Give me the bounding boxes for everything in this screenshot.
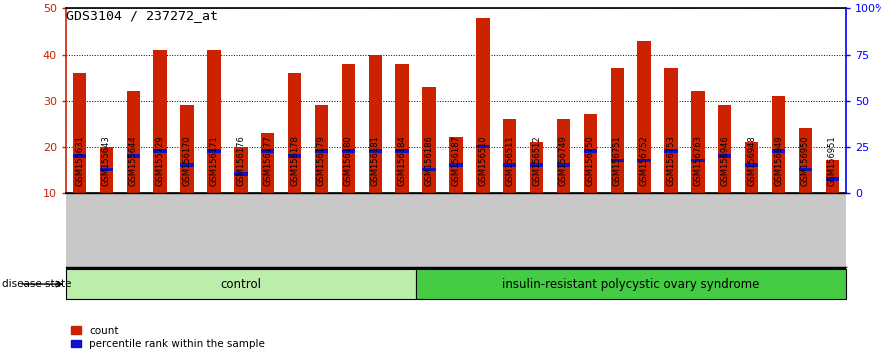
Bar xyxy=(664,68,677,193)
Bar xyxy=(127,91,140,193)
Bar xyxy=(557,119,570,193)
Text: control: control xyxy=(220,278,262,291)
Bar xyxy=(529,163,544,167)
Bar xyxy=(127,154,140,158)
Bar xyxy=(422,87,436,193)
Bar xyxy=(396,64,409,193)
Bar xyxy=(799,168,812,171)
Bar xyxy=(583,114,597,193)
Bar xyxy=(261,149,275,153)
Bar xyxy=(611,159,624,162)
Text: GDS3104 / 237272_at: GDS3104 / 237272_at xyxy=(66,9,218,22)
Bar xyxy=(234,172,248,176)
Text: insulin-resistant polycystic ovary syndrome: insulin-resistant polycystic ovary syndr… xyxy=(502,278,759,291)
Bar xyxy=(745,142,759,193)
Bar xyxy=(181,105,194,193)
Bar xyxy=(100,168,113,171)
Bar xyxy=(449,163,463,167)
Bar xyxy=(745,163,759,167)
Bar xyxy=(288,73,301,193)
Bar xyxy=(342,149,355,153)
Bar xyxy=(315,105,329,193)
Bar xyxy=(416,269,846,299)
Text: disease state: disease state xyxy=(2,279,71,289)
Bar xyxy=(73,73,86,193)
Bar xyxy=(368,149,382,153)
Bar xyxy=(181,163,194,167)
Bar xyxy=(153,149,167,153)
Bar xyxy=(396,149,409,153)
Bar xyxy=(611,68,624,193)
Bar xyxy=(207,50,220,193)
Bar xyxy=(422,168,436,171)
Bar xyxy=(476,18,490,193)
Bar xyxy=(503,163,516,167)
Bar xyxy=(799,128,812,193)
Bar xyxy=(315,149,329,153)
Bar xyxy=(557,163,570,167)
Bar xyxy=(153,50,167,193)
Bar xyxy=(503,119,516,193)
Bar xyxy=(825,177,839,181)
Bar xyxy=(583,149,597,153)
Bar xyxy=(637,159,651,162)
Bar xyxy=(664,149,677,153)
Bar xyxy=(207,149,220,153)
Bar xyxy=(261,133,275,193)
Bar xyxy=(692,91,705,193)
Bar xyxy=(718,154,731,158)
Bar xyxy=(342,64,355,193)
Bar xyxy=(234,147,248,193)
Bar xyxy=(692,159,705,162)
Bar xyxy=(772,149,785,153)
Bar xyxy=(529,142,544,193)
Bar xyxy=(772,96,785,193)
Legend: count, percentile rank within the sample: count, percentile rank within the sample xyxy=(71,326,265,349)
Bar xyxy=(73,154,86,158)
Bar xyxy=(718,105,731,193)
Bar xyxy=(825,160,839,193)
Bar xyxy=(449,137,463,193)
Bar xyxy=(476,145,490,148)
Bar xyxy=(66,269,416,299)
Bar xyxy=(368,55,382,193)
Bar xyxy=(637,41,651,193)
Bar xyxy=(288,154,301,158)
Bar xyxy=(100,147,113,193)
